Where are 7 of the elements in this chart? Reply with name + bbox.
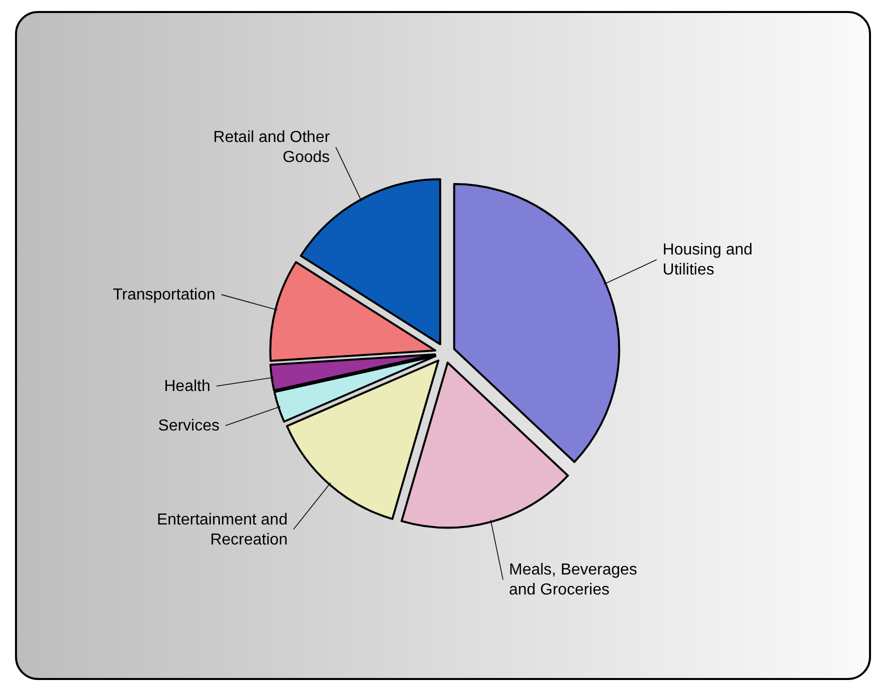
slice-label: Entertainment and Recreation <box>156 511 288 548</box>
slice-label: Retail and Other Goods <box>213 129 330 166</box>
slice-label: Transportation <box>112 286 216 304</box>
slice-label: Services <box>158 418 220 435</box>
slice-label: Health <box>164 378 210 396</box>
slice-label: Meals, Beverages and Groceries <box>509 562 638 599</box>
slice-label: Housing and Utilities <box>662 242 753 279</box>
